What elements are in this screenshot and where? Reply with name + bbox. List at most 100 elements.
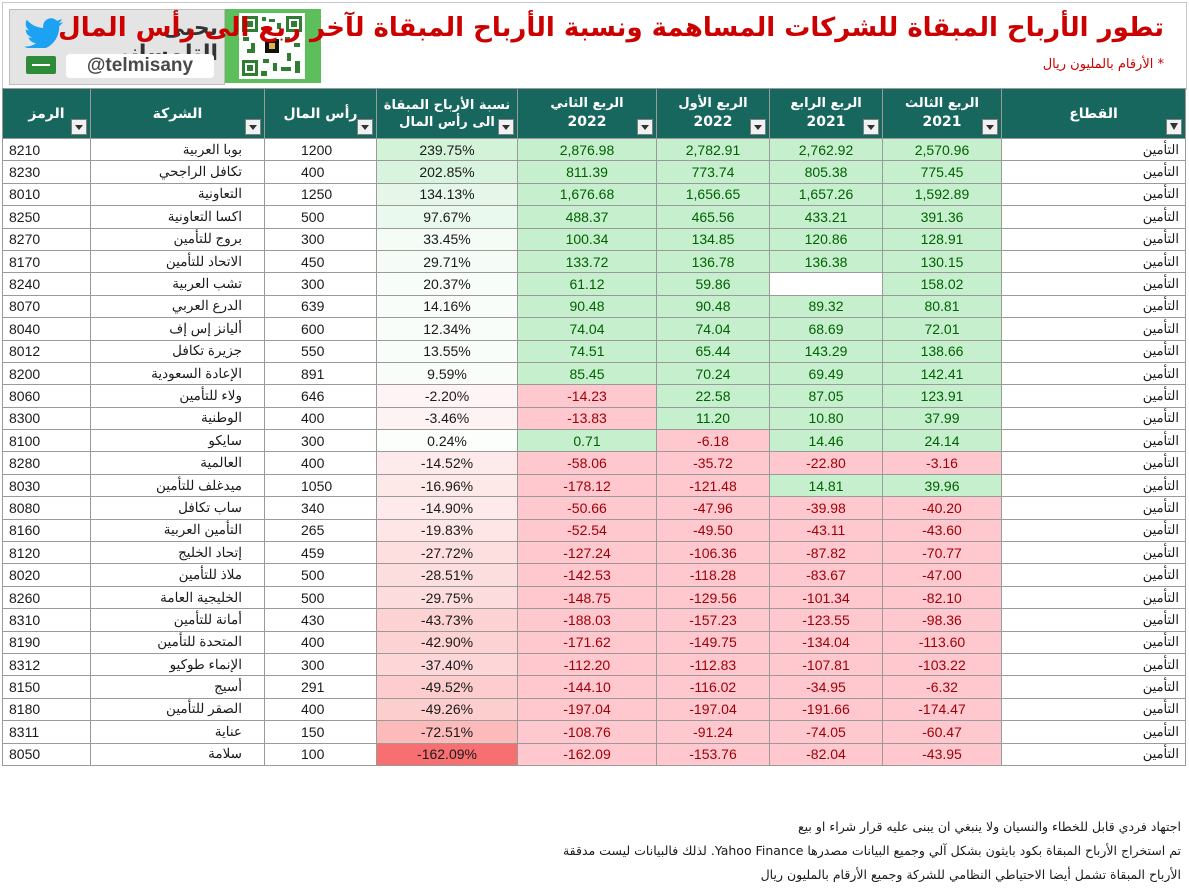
cell-q4-2021[interactable]: 87.05 bbox=[769, 384, 883, 408]
cell-q1-2022[interactable]: -157.23 bbox=[656, 608, 770, 632]
table-row[interactable]: 8170 الاتحاد للتأمين 450 29.71% 133.72 136.78… bbox=[2, 249, 1186, 274]
cell-q1-2022[interactable]: -121.48 bbox=[656, 473, 770, 498]
cell-ratio[interactable]: 97.67% bbox=[376, 205, 518, 229]
cell-q3-2021[interactable]: 138.66 bbox=[882, 339, 1002, 363]
cell-company[interactable]: أسيج bbox=[90, 675, 265, 699]
cell-company[interactable]: ميدغلف للتأمين bbox=[90, 473, 265, 498]
cell-q3-2021[interactable]: 37.99 bbox=[882, 406, 1002, 431]
cell-sector[interactable]: التأمين bbox=[1001, 384, 1186, 408]
cell-q4-2021[interactable]: 14.46 bbox=[769, 429, 883, 453]
cell-q2-2022[interactable]: 1,676.68 bbox=[517, 182, 657, 207]
cell-q1-2022[interactable]: 465.56 bbox=[656, 205, 770, 229]
cell-q4-2021[interactable] bbox=[769, 272, 883, 296]
table-row[interactable]: 8250 اكسا التعاونية 500 97.67% 488.37 465.56 4… bbox=[2, 205, 1186, 229]
cell-company[interactable]: اكسا التعاونية bbox=[90, 205, 265, 229]
table-row[interactable]: 8270 بروج للتأمين 300 33.45% 100.34 134.85 120… bbox=[2, 227, 1186, 251]
cell-company[interactable]: تشب العربية bbox=[90, 272, 265, 296]
filter-dropdown-icon[interactable] bbox=[71, 119, 87, 135]
cell-sector[interactable]: التأمين bbox=[1001, 585, 1186, 610]
table-row[interactable]: 8210 بوبا العربية 1200 239.75% 2,876.98 2,782… bbox=[2, 137, 1186, 162]
cell-ratio[interactable]: -49.26% bbox=[376, 697, 518, 722]
cell-sector[interactable]: التأمين bbox=[1001, 339, 1186, 363]
cell-capital[interactable]: 300 bbox=[264, 272, 377, 296]
table-row[interactable]: 8060 ولاء للتأمين 646 -2.20% -14.23 22.58 87.0… bbox=[2, 384, 1186, 408]
cell-capital[interactable]: 1200 bbox=[264, 137, 377, 162]
cell-ratio[interactable]: 33.45% bbox=[376, 227, 518, 251]
cell-ratio[interactable]: 134.13% bbox=[376, 182, 518, 207]
twitter-handle[interactable]: @telmisany bbox=[66, 54, 214, 78]
cell-q2-2022[interactable]: 74.51 bbox=[517, 339, 657, 363]
cell-ratio[interactable]: -14.52% bbox=[376, 451, 518, 475]
table-row[interactable]: 8020 ملاذ للتأمين 500 -28.51% -142.53 -118.28… bbox=[2, 563, 1186, 587]
cell-capital[interactable]: 550 bbox=[264, 339, 377, 363]
cell-company[interactable]: تكافل الراجحي bbox=[90, 160, 265, 184]
cell-sector[interactable]: التأمين bbox=[1001, 518, 1186, 543]
cell-capital[interactable]: 430 bbox=[264, 608, 377, 632]
cell-company[interactable]: إتحاد الخليج bbox=[90, 541, 265, 565]
cell-capital[interactable]: 500 bbox=[264, 205, 377, 229]
cell-ratio[interactable]: -37.40% bbox=[376, 652, 518, 677]
cell-q2-2022[interactable]: -112.20 bbox=[517, 652, 657, 677]
cell-q1-2022[interactable]: -149.75 bbox=[656, 630, 770, 654]
cell-q3-2021[interactable]: -60.47 bbox=[882, 720, 1002, 744]
cell-q1-2022[interactable]: -129.56 bbox=[656, 585, 770, 610]
cell-q2-2022[interactable]: 811.39 bbox=[517, 160, 657, 184]
cell-capital[interactable]: 450 bbox=[264, 249, 377, 274]
cell-capital[interactable]: 891 bbox=[264, 361, 377, 386]
cell-capital[interactable]: 500 bbox=[264, 585, 377, 610]
cell-company[interactable]: ساب تكافل bbox=[90, 496, 265, 520]
cell-company[interactable]: ولاء للتأمين bbox=[90, 384, 265, 408]
cell-company[interactable]: الصقر للتأمين bbox=[90, 697, 265, 722]
cell-code[interactable]: 8050 bbox=[2, 742, 91, 766]
cell-q1-2022[interactable]: 90.48 bbox=[656, 294, 770, 319]
cell-q1-2022[interactable]: -106.36 bbox=[656, 541, 770, 565]
cell-q4-2021[interactable]: -22.80 bbox=[769, 451, 883, 475]
filter-dropdown-icon[interactable] bbox=[982, 119, 998, 135]
cell-code[interactable]: 8270 bbox=[2, 227, 91, 251]
cell-ratio[interactable]: 29.71% bbox=[376, 249, 518, 274]
cell-ratio[interactable]: -19.83% bbox=[376, 518, 518, 543]
cell-q2-2022[interactable]: -162.09 bbox=[517, 742, 657, 766]
table-row[interactable]: 8120 إتحاد الخليج 459 -27.72% -127.24 -106.36… bbox=[2, 541, 1186, 565]
cell-sector[interactable]: التأمين bbox=[1001, 473, 1186, 498]
cell-q1-2022[interactable]: -112.83 bbox=[656, 652, 770, 677]
cell-q2-2022[interactable]: 90.48 bbox=[517, 294, 657, 319]
filter-dropdown-icon[interactable] bbox=[498, 119, 514, 135]
table-row[interactable]: 8080 ساب تكافل 340 -14.90% -50.66 -47.96 -39.9… bbox=[2, 496, 1186, 520]
cell-ratio[interactable]: 12.34% bbox=[376, 317, 518, 341]
cell-q3-2021[interactable]: 39.96 bbox=[882, 473, 1002, 498]
cell-q3-2021[interactable]: -103.22 bbox=[882, 652, 1002, 677]
cell-q1-2022[interactable]: -153.76 bbox=[656, 742, 770, 766]
cell-q1-2022[interactable]: -118.28 bbox=[656, 563, 770, 587]
cell-company[interactable]: جزيرة تكافل bbox=[90, 339, 265, 363]
cell-capital[interactable]: 500 bbox=[264, 563, 377, 587]
cell-q2-2022[interactable]: -178.12 bbox=[517, 473, 657, 498]
cell-ratio[interactable]: 20.37% bbox=[376, 272, 518, 296]
cell-q4-2021[interactable]: 10.80 bbox=[769, 406, 883, 431]
cell-ratio[interactable]: -49.52% bbox=[376, 675, 518, 699]
cell-sector[interactable]: التأمين bbox=[1001, 160, 1186, 184]
cell-q4-2021[interactable]: -43.11 bbox=[769, 518, 883, 543]
cell-company[interactable]: الإعادة السعودية bbox=[90, 361, 265, 386]
cell-sector[interactable]: التأمين bbox=[1001, 720, 1186, 744]
cell-q2-2022[interactable]: -58.06 bbox=[517, 451, 657, 475]
cell-q4-2021[interactable]: -39.98 bbox=[769, 496, 883, 520]
cell-q1-2022[interactable]: 2,782.91 bbox=[656, 137, 770, 162]
cell-q4-2021[interactable]: 1,657.26 bbox=[769, 182, 883, 207]
cell-ratio[interactable]: -29.75% bbox=[376, 585, 518, 610]
cell-company[interactable]: التأمين العربية bbox=[90, 518, 265, 543]
cell-q1-2022[interactable]: -49.50 bbox=[656, 518, 770, 543]
table-row[interactable]: 8310 أمانة للتأمين 430 -43.73% -188.03 -157.2… bbox=[2, 608, 1186, 632]
cell-q3-2021[interactable]: -82.10 bbox=[882, 585, 1002, 610]
cell-sector[interactable]: التأمين bbox=[1001, 742, 1186, 766]
cell-code[interactable]: 8200 bbox=[2, 361, 91, 386]
filter-dropdown-icon[interactable] bbox=[245, 119, 261, 135]
cell-q3-2021[interactable]: 1,592.89 bbox=[882, 182, 1002, 207]
cell-capital[interactable]: 646 bbox=[264, 384, 377, 408]
cell-sector[interactable]: التأمين bbox=[1001, 541, 1186, 565]
cell-sector[interactable]: التأمين bbox=[1001, 697, 1186, 722]
cell-q2-2022[interactable]: 133.72 bbox=[517, 249, 657, 274]
cell-sector[interactable]: التأمين bbox=[1001, 227, 1186, 251]
cell-ratio[interactable]: 9.59% bbox=[376, 361, 518, 386]
cell-company[interactable]: الاتحاد للتأمين bbox=[90, 249, 265, 274]
